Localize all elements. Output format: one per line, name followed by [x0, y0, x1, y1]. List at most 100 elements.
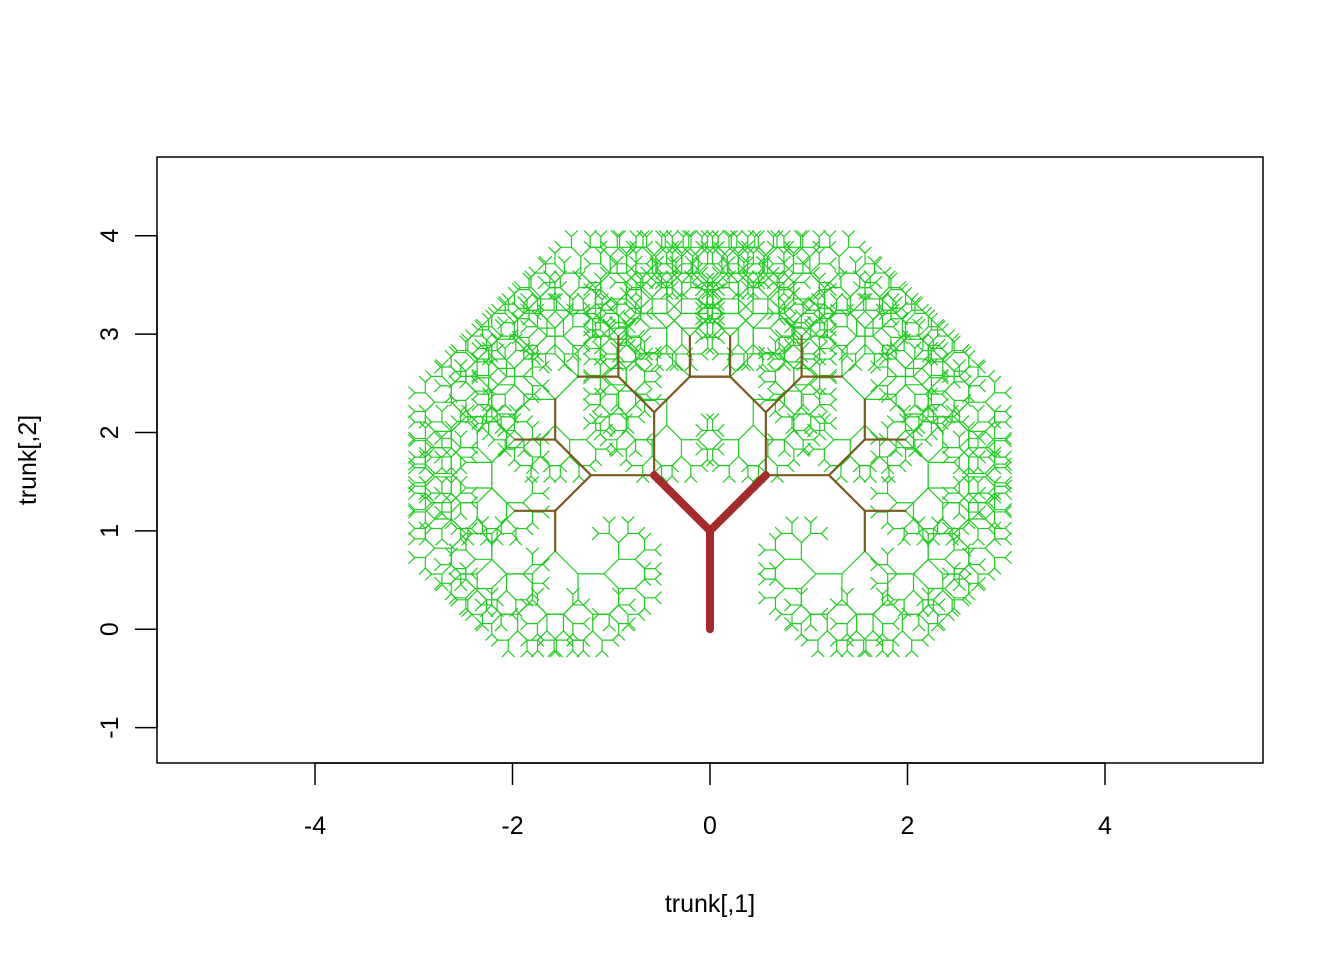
branch-segment	[700, 465, 708, 473]
branch-segment	[912, 573, 929, 590]
branch-segment	[444, 593, 452, 601]
branch-segment	[840, 475, 848, 483]
branch-segment	[886, 293, 894, 301]
branch-segment	[945, 538, 953, 546]
branch-segment	[649, 257, 657, 265]
branch-segment	[978, 456, 986, 464]
branch-segment	[942, 518, 953, 530]
branch-segment	[475, 624, 484, 632]
branch-segment	[619, 459, 627, 467]
branch-segment	[945, 333, 953, 341]
branch-segment	[593, 272, 602, 280]
branch-segment	[915, 442, 923, 450]
branch-segment	[784, 338, 792, 347]
branch-segment	[774, 549, 786, 560]
branch-segment	[636, 475, 644, 483]
branch-segment	[951, 333, 959, 341]
branch-segment	[454, 583, 462, 592]
branch-segment	[645, 240, 654, 248]
branch-segment	[936, 318, 945, 327]
branch-segment	[601, 650, 609, 658]
branch-segment	[829, 338, 838, 347]
branch-segment	[740, 255, 749, 264]
branch-segment	[549, 650, 557, 658]
branch-segment	[746, 240, 754, 248]
branch-segment	[501, 650, 509, 658]
branch-segment	[838, 246, 850, 258]
branch-segment	[1004, 457, 1012, 465]
branch-segment	[539, 363, 547, 372]
branch-segment	[517, 630, 528, 641]
branch-segment	[758, 543, 766, 551]
branch-segment	[988, 375, 996, 383]
branch-segment	[728, 455, 740, 467]
branch-segment	[424, 486, 432, 494]
branch-segment	[616, 272, 628, 284]
branch-segment	[892, 650, 900, 658]
branch-segment	[901, 613, 909, 621]
branch-segment	[912, 558, 929, 575]
branch-segment	[938, 617, 946, 625]
branch-segment	[908, 341, 916, 350]
branch-segment	[474, 598, 482, 606]
branch-segment	[729, 375, 767, 414]
branch-segment	[953, 578, 961, 586]
branch-segment	[941, 404, 949, 412]
branch-segment	[888, 270, 896, 278]
branch-segment	[474, 320, 482, 328]
branch-segment	[616, 429, 627, 441]
branch-segment	[656, 272, 668, 284]
branch-segment	[924, 439, 933, 447]
branch-segment	[783, 303, 795, 315]
branch-segment	[609, 275, 617, 284]
branch-segment	[711, 272, 719, 280]
branch-segment	[465, 335, 473, 343]
branch-segment	[737, 344, 749, 355]
branch-segment	[829, 368, 837, 377]
branch-segment	[645, 393, 653, 401]
branch-segment	[855, 263, 866, 274]
branch-segment	[711, 263, 723, 274]
branch-segment	[746, 255, 755, 264]
branch-segment	[618, 587, 626, 595]
branch-segment	[882, 270, 890, 278]
branch-segment	[800, 604, 812, 615]
branch-segment	[712, 439, 723, 450]
branch-segment	[916, 333, 924, 341]
branch-segment	[424, 447, 436, 458]
branch-segment	[450, 476, 458, 484]
branch-segment	[525, 415, 534, 423]
branch-segment	[619, 332, 627, 340]
branch-segment	[818, 347, 827, 355]
branch-segment	[812, 301, 821, 309]
y-tick-label: 1	[96, 524, 124, 538]
branch-segment	[507, 630, 519, 641]
branch-segment	[791, 318, 799, 327]
branch-segment	[504, 429, 516, 441]
branch-segment	[408, 450, 416, 458]
branch-segment	[914, 296, 922, 304]
branch-segment	[509, 404, 517, 412]
branch-segment	[507, 286, 516, 295]
branch-segment	[823, 281, 831, 289]
branch-segment	[525, 421, 534, 429]
branch-segment	[930, 312, 939, 320]
branch-segment	[829, 283, 837, 291]
branch-segment	[640, 272, 657, 289]
branch-segment	[507, 413, 516, 421]
branch-segment	[408, 505, 416, 513]
branch-segment	[846, 309, 858, 321]
branch-segment	[471, 377, 479, 385]
branch-segment	[958, 375, 970, 387]
branch-segment	[741, 465, 749, 473]
branch-segment	[968, 421, 976, 429]
branch-segment	[921, 309, 929, 317]
branch-segment	[855, 309, 867, 321]
branch-segment	[635, 255, 643, 264]
branch-segment	[988, 527, 996, 536]
branch-segment	[542, 511, 550, 519]
branch-segment	[865, 650, 873, 658]
branch-segment	[968, 375, 979, 387]
branch-segment	[968, 522, 976, 530]
branch-segment	[971, 467, 979, 475]
